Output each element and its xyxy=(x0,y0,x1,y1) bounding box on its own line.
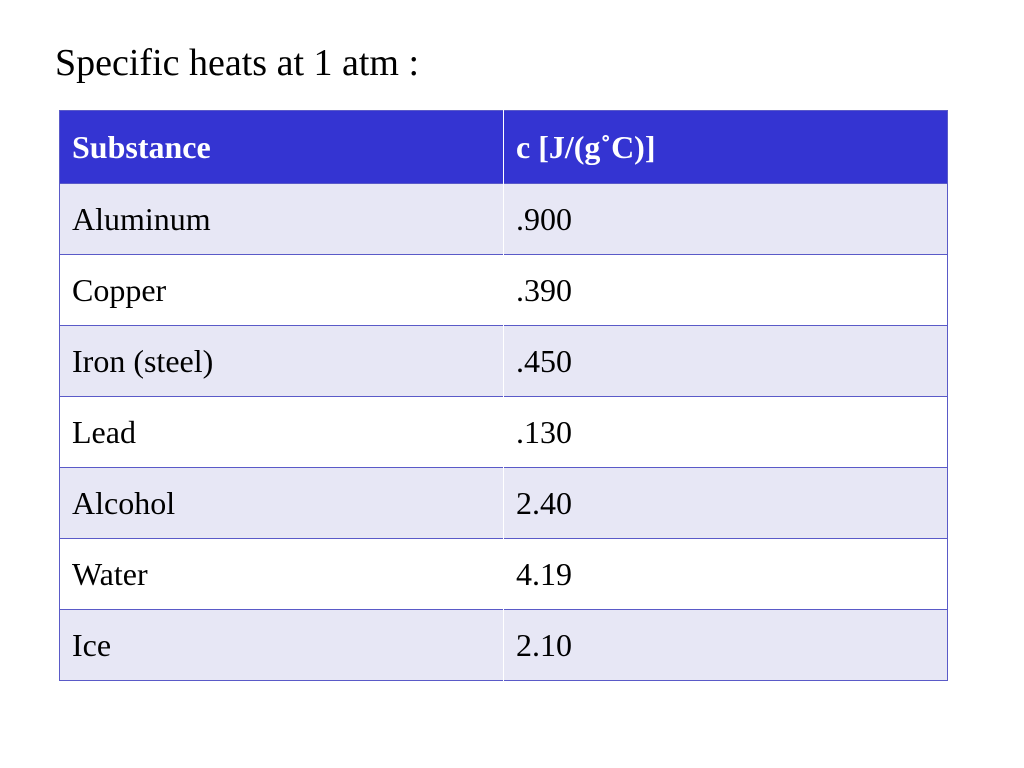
substance-cell: Lead xyxy=(59,396,504,468)
substance-cell: Ice xyxy=(59,609,504,681)
value-cell: .450 xyxy=(503,325,948,397)
table-row: Lead .130 xyxy=(59,396,948,468)
value-cell: 2.40 xyxy=(503,467,948,539)
header-row: Substance c [J/(g˚C)] xyxy=(59,110,948,184)
table-row: Water 4.19 xyxy=(59,538,948,610)
table-row: Copper .390 xyxy=(59,254,948,326)
table-body: Aluminum .900 Copper .390 Iron (steel) .450 Le… xyxy=(59,183,948,681)
header-cell: c [J/(g˚C)] xyxy=(503,110,948,184)
table-row: Aluminum .900 xyxy=(59,183,948,255)
substance-cell: Alcohol xyxy=(59,467,504,539)
table-row: Iron (steel) .450 xyxy=(59,325,948,397)
substance-cell: Copper xyxy=(59,254,504,326)
header-cell: Substance xyxy=(59,110,504,184)
table-row: Ice 2.10 xyxy=(59,609,948,681)
specific-heat-table: Substance c [J/(g˚C)] Aluminum .900 Copper.… xyxy=(59,110,948,681)
value-cell: 2.10 xyxy=(503,609,948,681)
substance-cell: Water xyxy=(59,538,504,610)
substance-cell: Aluminum xyxy=(59,183,504,255)
value-cell: .900 xyxy=(503,183,948,255)
substance-cell: Iron (steel) xyxy=(59,325,504,397)
value-cell: 4.19 xyxy=(503,538,948,610)
table-row: Alcohol 2.40 xyxy=(59,467,948,539)
value-cell: .390 xyxy=(503,254,948,326)
value-cell: .130 xyxy=(503,396,948,468)
slide-title: Specific heats at 1 atm : xyxy=(55,42,420,84)
